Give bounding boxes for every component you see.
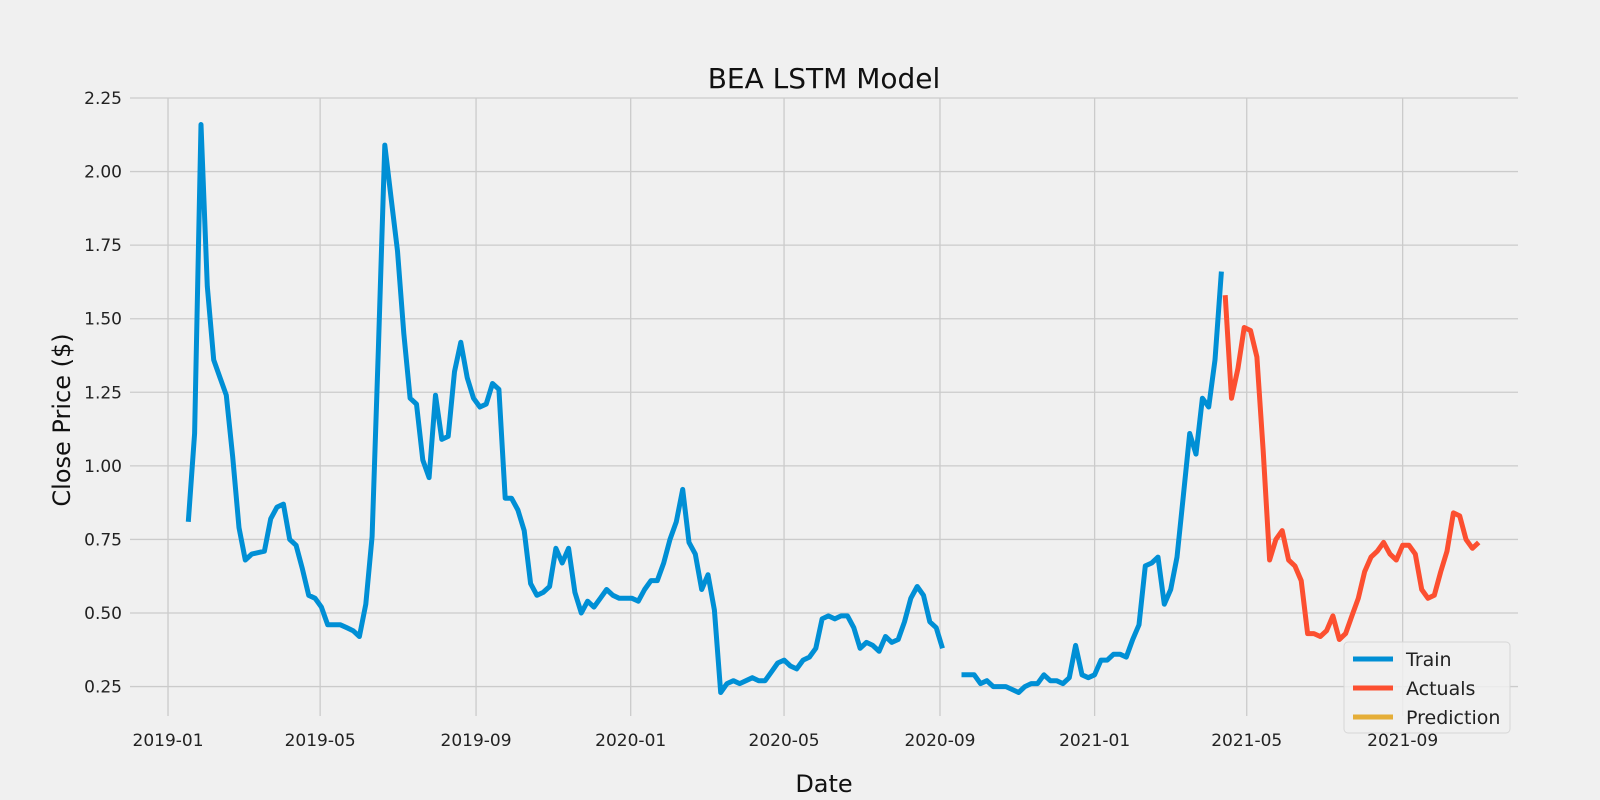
y-axis-label: Close Price ($) bbox=[48, 333, 76, 506]
x-tick-label: 2019-05 bbox=[285, 731, 356, 751]
legend-label-actuals: Actuals bbox=[1406, 678, 1475, 700]
x-tick-label: 2019-09 bbox=[441, 731, 512, 751]
x-tick-label: 2021-01 bbox=[1059, 731, 1130, 751]
x-tick-label: 2019-01 bbox=[133, 731, 204, 751]
series-line-actuals bbox=[1222, 295, 1481, 642]
series-line-train bbox=[961, 271, 1224, 695]
y-tick-label: 1.50 bbox=[84, 310, 122, 330]
x-tick-label: 2020-05 bbox=[749, 731, 820, 751]
legend: Train Actuals Prediction bbox=[1343, 641, 1511, 734]
chart-title: BEA LSTM Model bbox=[708, 62, 941, 95]
y-tick-label: 0.50 bbox=[84, 604, 122, 624]
y-tick-labels: 0.25 0.50 0.75 1.00 1.25 1.50 1.75 2.00 2.25 bbox=[84, 89, 122, 698]
series-lines bbox=[185, 122, 1481, 695]
y-tick-label: 2.25 bbox=[84, 89, 122, 109]
y-tick-label: 1.00 bbox=[84, 457, 122, 477]
x-tick-label: 2020-09 bbox=[904, 731, 975, 751]
x-tick-label: 2020-01 bbox=[595, 731, 666, 751]
legend-label-train: Train bbox=[1405, 649, 1452, 671]
x-axis-label: Date bbox=[795, 770, 852, 798]
y-tick-label: 2.00 bbox=[84, 163, 122, 183]
y-tick-label: 0.75 bbox=[84, 530, 122, 550]
series-line-train bbox=[185, 122, 945, 695]
x-tick-labels: 2019-01 2019-05 2019-09 2020-01 2020-05 2020-… bbox=[133, 731, 1439, 751]
legend-label-prediction: Prediction bbox=[1406, 707, 1500, 729]
x-tick-label: 2021-05 bbox=[1211, 731, 1282, 751]
grid-lines bbox=[130, 97, 1518, 716]
y-tick-label: 0.25 bbox=[84, 678, 122, 698]
y-tick-label: 1.25 bbox=[84, 383, 122, 403]
y-tick-label: 1.75 bbox=[84, 236, 122, 256]
x-tick-label: 2021-09 bbox=[1367, 731, 1438, 751]
legend-box bbox=[1343, 641, 1511, 734]
